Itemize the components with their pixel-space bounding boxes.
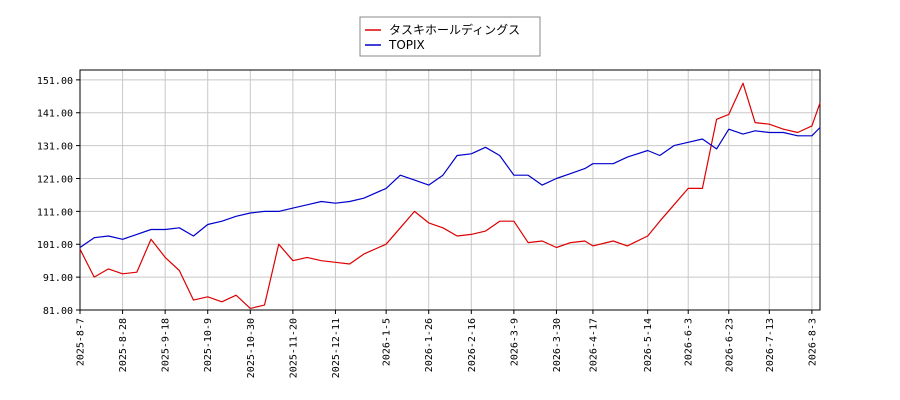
legend: タスキホールディングス TOPIX bbox=[359, 16, 541, 57]
x-tick-label: 2026-1-5 bbox=[382, 318, 393, 366]
x-tick-label: 2026-8-3 bbox=[807, 318, 818, 366]
x-tick-label: 2026-5-14 bbox=[643, 318, 654, 372]
x-tick-label: 2025-11-20 bbox=[288, 318, 299, 378]
series-line-tasuki bbox=[79, 82, 821, 309]
y-tick-label: 101.00 bbox=[37, 240, 73, 251]
x-tick-label: 2026-6-23 bbox=[724, 318, 735, 372]
legend-label-tasuki: タスキホールディングス bbox=[389, 22, 520, 37]
y-tick-label: 131.00 bbox=[37, 142, 73, 153]
y-tick-label: 141.00 bbox=[37, 109, 73, 120]
x-tick-label: 2025-8-28 bbox=[118, 318, 129, 372]
x-tick-label: 2026-6-3 bbox=[684, 318, 695, 366]
series-lines bbox=[79, 82, 821, 309]
x-tick-label: 2026-1-26 bbox=[424, 318, 435, 372]
x-tick-label: 2026-2-16 bbox=[467, 318, 478, 372]
y-tick-label: 81.00 bbox=[43, 306, 73, 317]
y-tick-label: 121.00 bbox=[37, 174, 73, 185]
axes: 81.00 91.00 101.00 111.00 121.00 131.00 141.00… bbox=[37, 69, 821, 378]
x-tick-label: 2025-10-30 bbox=[246, 318, 257, 378]
y-tick-label: 151.00 bbox=[37, 76, 73, 87]
x-tick-label: 2026-3-30 bbox=[552, 318, 563, 372]
grid-lines bbox=[79, 70, 820, 311]
x-tick-label: 2025-12-11 bbox=[331, 318, 342, 378]
y-tick-label: 91.00 bbox=[43, 273, 73, 284]
x-tick-label: 2025-10-9 bbox=[203, 318, 214, 372]
legend-label-topix: TOPIX bbox=[388, 38, 425, 52]
x-tick-label: 2026-7-13 bbox=[765, 318, 776, 372]
x-tick-label: 2026-3-9 bbox=[509, 318, 520, 366]
x-tick-label: 2025-8-7 bbox=[76, 318, 87, 366]
plot-frame bbox=[79, 69, 821, 311]
x-tick-label: 2026-4-17 bbox=[588, 318, 599, 372]
y-tick-label: 111.00 bbox=[37, 207, 73, 218]
series-line-topix bbox=[79, 127, 821, 248]
x-tick-label: 2025-9-18 bbox=[161, 318, 172, 372]
legend-box bbox=[359, 16, 541, 57]
